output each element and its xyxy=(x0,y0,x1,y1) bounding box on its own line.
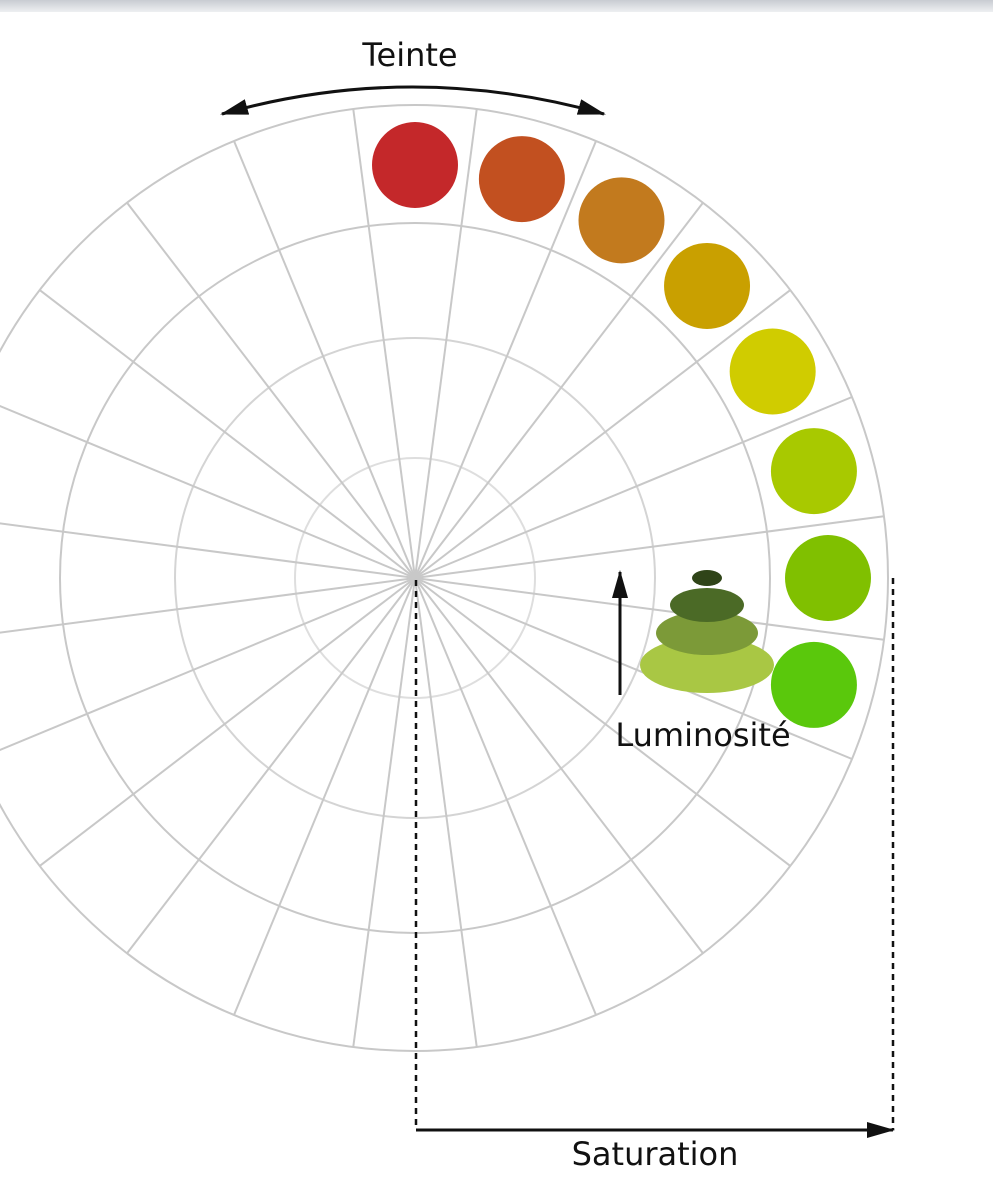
luminosity-layer xyxy=(670,588,744,622)
hue-label: Teinte xyxy=(361,36,457,74)
hue-dot xyxy=(479,136,565,222)
ring xyxy=(0,105,888,1051)
hue-dot xyxy=(579,177,665,263)
hue-dot xyxy=(664,243,750,329)
diagram: Teinte Luminosité Saturation xyxy=(0,0,993,1182)
wheel xyxy=(0,105,888,1051)
luminosity-label: Luminosité xyxy=(615,716,790,754)
luminosity-layer xyxy=(692,570,722,586)
hue-arrow xyxy=(222,87,604,114)
spoke xyxy=(234,578,415,1015)
hue-dot xyxy=(785,535,871,621)
page: {"labels": {"hue": "Teinte", "luminosity… xyxy=(0,0,993,1182)
hue-dot xyxy=(771,428,857,514)
spoke xyxy=(415,578,596,1015)
hue-dot xyxy=(771,642,857,728)
spoke xyxy=(234,141,415,578)
hue-dot xyxy=(730,329,816,415)
top-bar xyxy=(0,0,993,12)
hue-dot xyxy=(372,122,458,208)
saturation-label: Saturation xyxy=(572,1135,739,1173)
